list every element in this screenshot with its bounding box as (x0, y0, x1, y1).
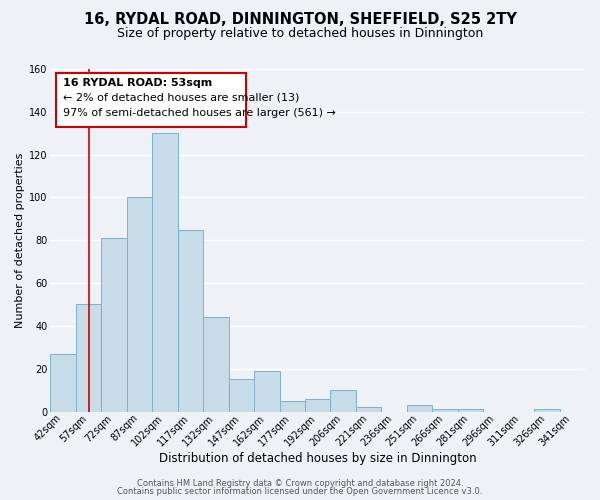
Text: Contains public sector information licensed under the Open Government Licence v3: Contains public sector information licen… (118, 487, 482, 496)
Bar (254, 371, 280, 412)
Text: ← 2% of detached houses are smaller (13): ← 2% of detached houses are smaller (13) (63, 93, 299, 103)
Bar (280, 401, 305, 411)
Bar (152, 133, 178, 411)
Text: Size of property relative to detached houses in Dinnington: Size of property relative to detached ho… (117, 28, 483, 40)
Bar (203, 318, 229, 412)
Text: 16, RYDAL ROAD, DINNINGTON, SHEFFIELD, S25 2TY: 16, RYDAL ROAD, DINNINGTON, SHEFFIELD, S… (83, 12, 517, 28)
X-axis label: Distribution of detached houses by size in Dinnington: Distribution of detached houses by size … (159, 452, 476, 465)
Bar (127, 198, 152, 412)
Bar (178, 230, 203, 412)
Bar (534, 410, 560, 412)
Bar (458, 410, 483, 412)
Bar (432, 410, 458, 412)
Bar (331, 390, 356, 411)
Bar (229, 380, 254, 412)
Text: Contains HM Land Registry data © Crown copyright and database right 2024.: Contains HM Land Registry data © Crown c… (137, 478, 463, 488)
Bar (407, 405, 432, 411)
Bar (356, 407, 382, 412)
Bar (305, 398, 331, 411)
Text: 16 RYDAL ROAD: 53sqm: 16 RYDAL ROAD: 53sqm (63, 78, 212, 88)
Bar (101, 238, 127, 412)
Bar (76, 304, 101, 412)
Text: 97% of semi-detached houses are larger (561) →: 97% of semi-detached houses are larger (… (63, 108, 336, 118)
Bar (50, 354, 76, 412)
Y-axis label: Number of detached properties: Number of detached properties (15, 152, 25, 328)
Bar (56, 74, 247, 127)
